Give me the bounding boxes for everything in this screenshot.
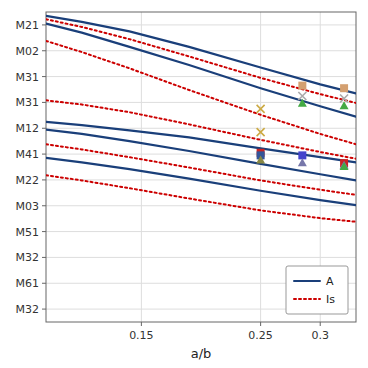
y-grid-line [46, 205, 356, 206]
x-tick-label: 0.25 [248, 329, 273, 342]
line [46, 144, 356, 195]
legend-swatch [294, 280, 320, 282]
y-tick [42, 24, 46, 25]
line [46, 24, 356, 117]
point [340, 101, 349, 109]
data [46, 16, 356, 222]
x-axis-label: a/b [191, 346, 212, 361]
y-tick [42, 102, 46, 103]
x-tick [260, 322, 261, 326]
y-tick [42, 231, 46, 232]
y-tick-label: M03 [16, 200, 40, 213]
y-tick-label: M31 [16, 71, 40, 84]
y-tick-label: M22 [16, 174, 40, 187]
plot-frame [46, 12, 356, 322]
x-grid-line [141, 12, 142, 322]
y-tick-label: M32 [16, 251, 40, 264]
point [340, 84, 348, 92]
x-tick [141, 322, 142, 326]
y-tick [42, 257, 46, 258]
y-grid-line [46, 76, 356, 77]
x-tick-label: 0.15 [129, 329, 154, 342]
axes: 0.15 0.25 0.3 M21 M02 M31 M31 M12 M41 M22 M03 M51 M3… [16, 12, 357, 361]
y-tick [42, 154, 46, 155]
y-tick [42, 179, 46, 180]
point [256, 156, 265, 164]
y-tick [42, 128, 46, 129]
y-tick-label: M41 [16, 148, 40, 161]
x-tick-label: 0.3 [311, 329, 329, 342]
legend: A Is [286, 266, 348, 314]
legend-label: A [326, 275, 334, 288]
y-tick-label: M32 [16, 303, 40, 316]
grid [46, 12, 356, 322]
line [46, 16, 356, 94]
point [257, 105, 265, 113]
y-grid-line [46, 128, 356, 129]
legend-label: Is [326, 293, 335, 306]
legend-box [286, 266, 348, 314]
x-grid-line [260, 12, 261, 322]
line [46, 100, 356, 158]
point [298, 158, 307, 166]
y-tick-label: M21 [16, 19, 40, 32]
line [46, 130, 356, 181]
y-tick-label: M02 [16, 45, 40, 58]
x-tick [320, 322, 321, 326]
y-tick [42, 50, 46, 51]
y-tick-label: M51 [16, 226, 40, 239]
point [298, 82, 306, 90]
y-grid-line [46, 231, 356, 232]
plot-background [46, 12, 356, 322]
point [340, 162, 349, 170]
y-tick [42, 205, 46, 206]
line [46, 19, 356, 103]
chart: 0.15 0.25 0.3 M21 M02 M31 M31 M12 M41 M22 M03 M51 M3… [0, 0, 368, 368]
y-tick [42, 309, 46, 310]
y-tick [42, 283, 46, 284]
y-tick-label: M61 [16, 277, 40, 290]
y-grid-line [46, 257, 356, 258]
y-tick-label: M12 [16, 122, 40, 135]
line [46, 41, 356, 144]
line [46, 175, 356, 222]
y-tick [42, 76, 46, 77]
y-tick-label: M31 [16, 96, 40, 109]
point [257, 128, 265, 136]
legend-swatch [294, 298, 320, 300]
line [46, 122, 356, 163]
point [298, 99, 307, 107]
